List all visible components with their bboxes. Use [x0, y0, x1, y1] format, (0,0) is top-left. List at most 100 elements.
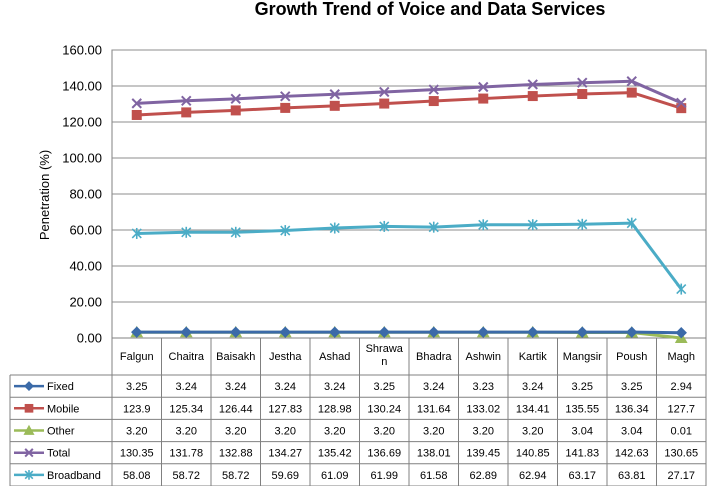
marker-square [379, 98, 390, 109]
marker-square [527, 91, 538, 102]
data-point [230, 226, 241, 238]
marker-square [181, 107, 192, 118]
data-label: 141.83 [565, 448, 599, 460]
series-line [136, 79, 682, 105]
data-label: 61.58 [420, 470, 448, 482]
data-label: 3.20 [176, 426, 197, 438]
data-label: 123.9 [123, 403, 151, 415]
x-category-label: Shrawa n [366, 343, 404, 368]
data-label: 58.72 [222, 470, 250, 482]
x-category-label: Poush [616, 351, 647, 363]
marker-x [577, 77, 588, 88]
marker-x [24, 448, 34, 458]
marker-square [577, 89, 588, 100]
data-point [181, 95, 192, 107]
x-category-label: Mangsir [563, 351, 602, 363]
marker-square [280, 102, 291, 113]
data-point [675, 327, 687, 339]
data-point [230, 326, 242, 338]
data-label: 140.85 [516, 448, 550, 460]
data-point [131, 109, 142, 120]
y-tick-label: 40.00 [69, 259, 102, 274]
data-label: 3.20 [324, 426, 345, 438]
marker-diamond [626, 326, 638, 338]
y-tick-label: 60.00 [69, 223, 102, 238]
marker-x [527, 79, 538, 90]
data-label: 3.24 [324, 381, 345, 393]
data-label: 59.69 [271, 470, 299, 482]
y-tick-label: 80.00 [69, 187, 102, 202]
data-point [676, 97, 687, 109]
data-point [329, 222, 340, 234]
data-point [428, 84, 439, 95]
y-tick-label: 0.00 [77, 331, 102, 346]
data-label: 3.20 [374, 426, 395, 438]
data-label: 132.88 [219, 448, 253, 460]
marker-square [329, 100, 340, 111]
data-point [329, 100, 340, 111]
data-label: 62.89 [469, 470, 497, 482]
data-label: 130.35 [120, 448, 154, 460]
data-table: Falgun Chaitra Baisakh Jestha Ashad Shrawa n Bh… [9, 337, 707, 486]
marker-diamond [428, 326, 440, 338]
series-total [131, 76, 687, 109]
data-point [280, 91, 291, 102]
x-category-label: Falgun [120, 351, 154, 363]
chart-title: Growth Trend of Voice and Data Services [255, 0, 606, 19]
data-point [378, 326, 390, 338]
series-mobile [131, 87, 687, 120]
marker-diamond [329, 326, 341, 338]
data-label: 63.81 [618, 470, 646, 482]
data-label: 3.20 [423, 426, 444, 438]
data-point [626, 87, 637, 98]
data-label: 0.01 [671, 426, 692, 438]
marker-diamond [24, 381, 34, 392]
data-label: 63.17 [568, 470, 596, 482]
x-category-label: Bhadra [416, 351, 452, 363]
data-point [527, 91, 538, 102]
data-label: 3.25 [572, 381, 593, 393]
data-label: 3.24 [275, 381, 296, 393]
data-label: 61.09 [321, 470, 349, 482]
data-point [180, 326, 192, 338]
marker-square [428, 96, 439, 107]
data-label: 130.65 [664, 448, 698, 460]
data-label: 142.63 [615, 448, 649, 460]
data-point [676, 283, 687, 295]
data-label: 3.24 [423, 381, 444, 393]
data-point [478, 93, 489, 104]
y-tick-labels: 0.00 20.00 40.00 60.00 80.00 100.00 120.00 140.… [62, 43, 102, 346]
data-label: 131.64 [417, 403, 451, 415]
data-label: 3.24 [225, 381, 246, 393]
data-point [577, 89, 588, 100]
data-point [428, 326, 440, 338]
legend-entry: Total [47, 448, 70, 460]
x-category-label: Magh [667, 351, 695, 363]
data-label: 135.42 [318, 448, 352, 460]
data-point [527, 326, 539, 338]
data-point [131, 326, 143, 338]
x-category-label: Chaitra [169, 351, 205, 363]
data-label: 3.04 [621, 426, 642, 438]
x-category-label: Ashad [319, 351, 350, 363]
data-point [428, 221, 439, 233]
data-label: 135.55 [565, 403, 599, 415]
data-point [577, 77, 588, 88]
marker-square [131, 109, 142, 120]
data-label: 136.34 [615, 403, 649, 415]
data-label: 125.34 [169, 403, 203, 415]
marker-triangle [23, 424, 35, 435]
marker-x [181, 95, 192, 107]
legend-key-broadband [14, 470, 44, 480]
y-tick-label: 140.00 [62, 79, 102, 94]
marker-x [379, 86, 390, 98]
series-broadband [131, 217, 687, 295]
legend-entry: Other [47, 426, 75, 438]
data-point [279, 326, 291, 338]
series-line [136, 330, 682, 335]
data-point [527, 219, 538, 231]
marker-x [428, 84, 439, 95]
data-point [131, 98, 142, 109]
data-label: 58.08 [123, 470, 151, 482]
